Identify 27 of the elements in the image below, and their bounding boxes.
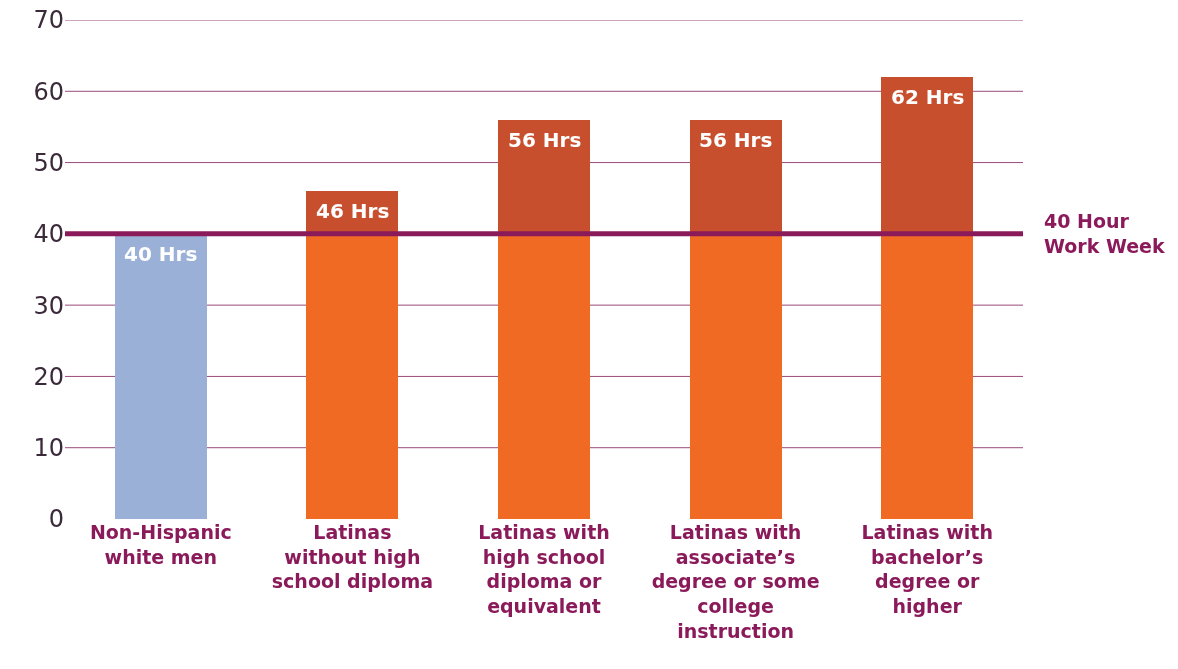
- y-tick-label: 0: [48, 505, 64, 534]
- bar: [689, 119, 782, 234]
- bar: [114, 233, 207, 519]
- y-tick-label: 20: [33, 362, 64, 391]
- bar: [498, 233, 590, 519]
- y-tick-label: 40: [33, 220, 64, 249]
- total-label: 56 Hrs: [508, 128, 582, 152]
- bar: [689, 233, 782, 519]
- bar: [498, 119, 590, 234]
- y-tick-label: 50: [33, 148, 64, 177]
- ref-line-label: 40 Hour Work Week: [1044, 210, 1166, 257]
- y-tick-label: 70: [33, 6, 64, 35]
- x-tick-label: Latinas with associate’s degree or some college instruction: [651, 521, 820, 642]
- x-tick-label: Latinas without high school diploma: [271, 521, 434, 593]
- total-label: 40 Hrs: [124, 242, 198, 266]
- x-tick-label: Non-Hispanic white men: [89, 521, 232, 568]
- y-tick-label: 60: [33, 77, 64, 106]
- x-tick-label: Latinas with bachelor’s degree or higher: [861, 521, 993, 618]
- y-tick-label: 10: [33, 434, 64, 463]
- x-tick-label: Latinas with high school diploma or equivalent: [478, 521, 610, 618]
- bar: [306, 233, 399, 519]
- total-label: 56 Hrs: [699, 128, 773, 152]
- y-tick-label: 30: [33, 291, 64, 320]
- total-label: 46 Hrs: [316, 199, 390, 223]
- total-label: 62 Hrs: [891, 85, 965, 109]
- bar: [881, 77, 974, 234]
- bar: [881, 233, 974, 519]
